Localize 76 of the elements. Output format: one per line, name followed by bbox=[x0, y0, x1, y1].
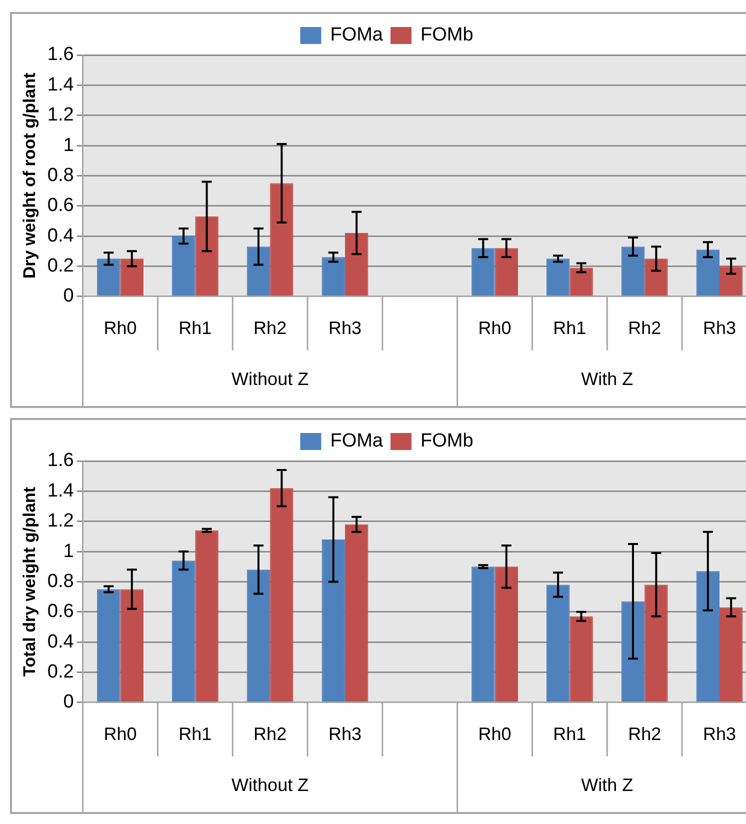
y-tick-label: 1.2 bbox=[47, 104, 74, 126]
y-tick-label: 0 bbox=[63, 286, 74, 307]
y-tick-label: 1.4 bbox=[47, 480, 74, 502]
x-tick-label: Rh2 bbox=[254, 318, 287, 338]
bar bbox=[195, 530, 218, 702]
bar bbox=[719, 266, 743, 296]
x-tick-label: Rh0 bbox=[478, 724, 512, 744]
bar bbox=[344, 524, 368, 702]
y-axis-title: Total dry weight g/plant bbox=[20, 486, 39, 676]
bar bbox=[322, 539, 345, 702]
bar bbox=[546, 584, 570, 702]
y-tick-label: 0.4 bbox=[47, 225, 74, 246]
bar bbox=[172, 560, 196, 702]
y-tick-label: 0.6 bbox=[47, 195, 74, 216]
x-tick-label: Rh3 bbox=[328, 724, 362, 744]
bar bbox=[621, 601, 645, 702]
bar bbox=[97, 589, 120, 702]
bar bbox=[344, 233, 368, 296]
y-tick-label: 0.2 bbox=[47, 255, 74, 276]
y-tick-label: 0.4 bbox=[47, 631, 74, 652]
bar bbox=[494, 248, 518, 296]
y-axis-title: Dry weight of root g/plant bbox=[20, 72, 39, 279]
legend-label: FOMa bbox=[330, 24, 384, 46]
bar bbox=[322, 257, 345, 296]
bar bbox=[172, 236, 196, 296]
x-tick-label: Rh3 bbox=[702, 724, 736, 744]
bar bbox=[97, 258, 120, 296]
bar bbox=[270, 488, 294, 702]
y-tick-label: 0 bbox=[63, 692, 74, 713]
bar bbox=[570, 268, 593, 296]
bar bbox=[570, 616, 593, 702]
y-tick-label: 1.6 bbox=[47, 44, 74, 66]
bar bbox=[644, 258, 668, 296]
x-tick-label: Rh1 bbox=[178, 724, 212, 744]
bar bbox=[246, 246, 270, 296]
y-tick-label: 0.8 bbox=[47, 164, 74, 186]
x-tick-label: Rh2 bbox=[628, 318, 662, 338]
legend-label: FOMb bbox=[420, 24, 474, 46]
bar bbox=[621, 246, 645, 296]
bar bbox=[546, 258, 570, 296]
bar bbox=[719, 607, 743, 702]
x-tick-label: Rh1 bbox=[553, 318, 586, 338]
bar bbox=[246, 570, 270, 702]
bar bbox=[472, 566, 495, 702]
y-tick-label: 0.8 bbox=[47, 570, 74, 592]
y-tick-label: 1 bbox=[63, 540, 74, 562]
text: With Z bbox=[581, 775, 634, 796]
x-tick-label: Rh0 bbox=[104, 724, 137, 744]
x-tick-label: Rh2 bbox=[254, 724, 287, 744]
text: Without Z bbox=[232, 775, 309, 796]
text: Without Z bbox=[232, 369, 309, 390]
text: With Z bbox=[581, 369, 634, 390]
bar bbox=[120, 258, 144, 296]
x-tick-label: Rh0 bbox=[478, 318, 512, 338]
x-tick-label: Rh3 bbox=[328, 318, 362, 338]
y-tick-label: 1 bbox=[63, 134, 74, 156]
bar bbox=[696, 250, 720, 296]
y-tick-label: 0.6 bbox=[47, 601, 74, 622]
y-tick-label: 1.4 bbox=[47, 74, 74, 96]
x-tick-label: Rh3 bbox=[702, 318, 736, 338]
x-tick-label: Rh1 bbox=[553, 724, 586, 744]
bar bbox=[195, 216, 218, 296]
y-tick-label: 1.2 bbox=[47, 510, 74, 532]
x-tick-label: Rh1 bbox=[178, 318, 212, 338]
bar bbox=[472, 248, 495, 296]
bar bbox=[494, 566, 518, 702]
x-tick-label: Rh0 bbox=[104, 318, 137, 338]
x-tick-label: Rh2 bbox=[628, 724, 662, 744]
bar bbox=[270, 183, 294, 296]
bar bbox=[696, 571, 720, 702]
legend-label: FOMa bbox=[330, 430, 384, 452]
legend-label: FOMb bbox=[420, 430, 474, 452]
y-tick-label: 1.6 bbox=[47, 450, 74, 472]
y-tick-label: 0.2 bbox=[47, 661, 74, 682]
bar bbox=[120, 589, 144, 702]
bar bbox=[644, 584, 668, 702]
